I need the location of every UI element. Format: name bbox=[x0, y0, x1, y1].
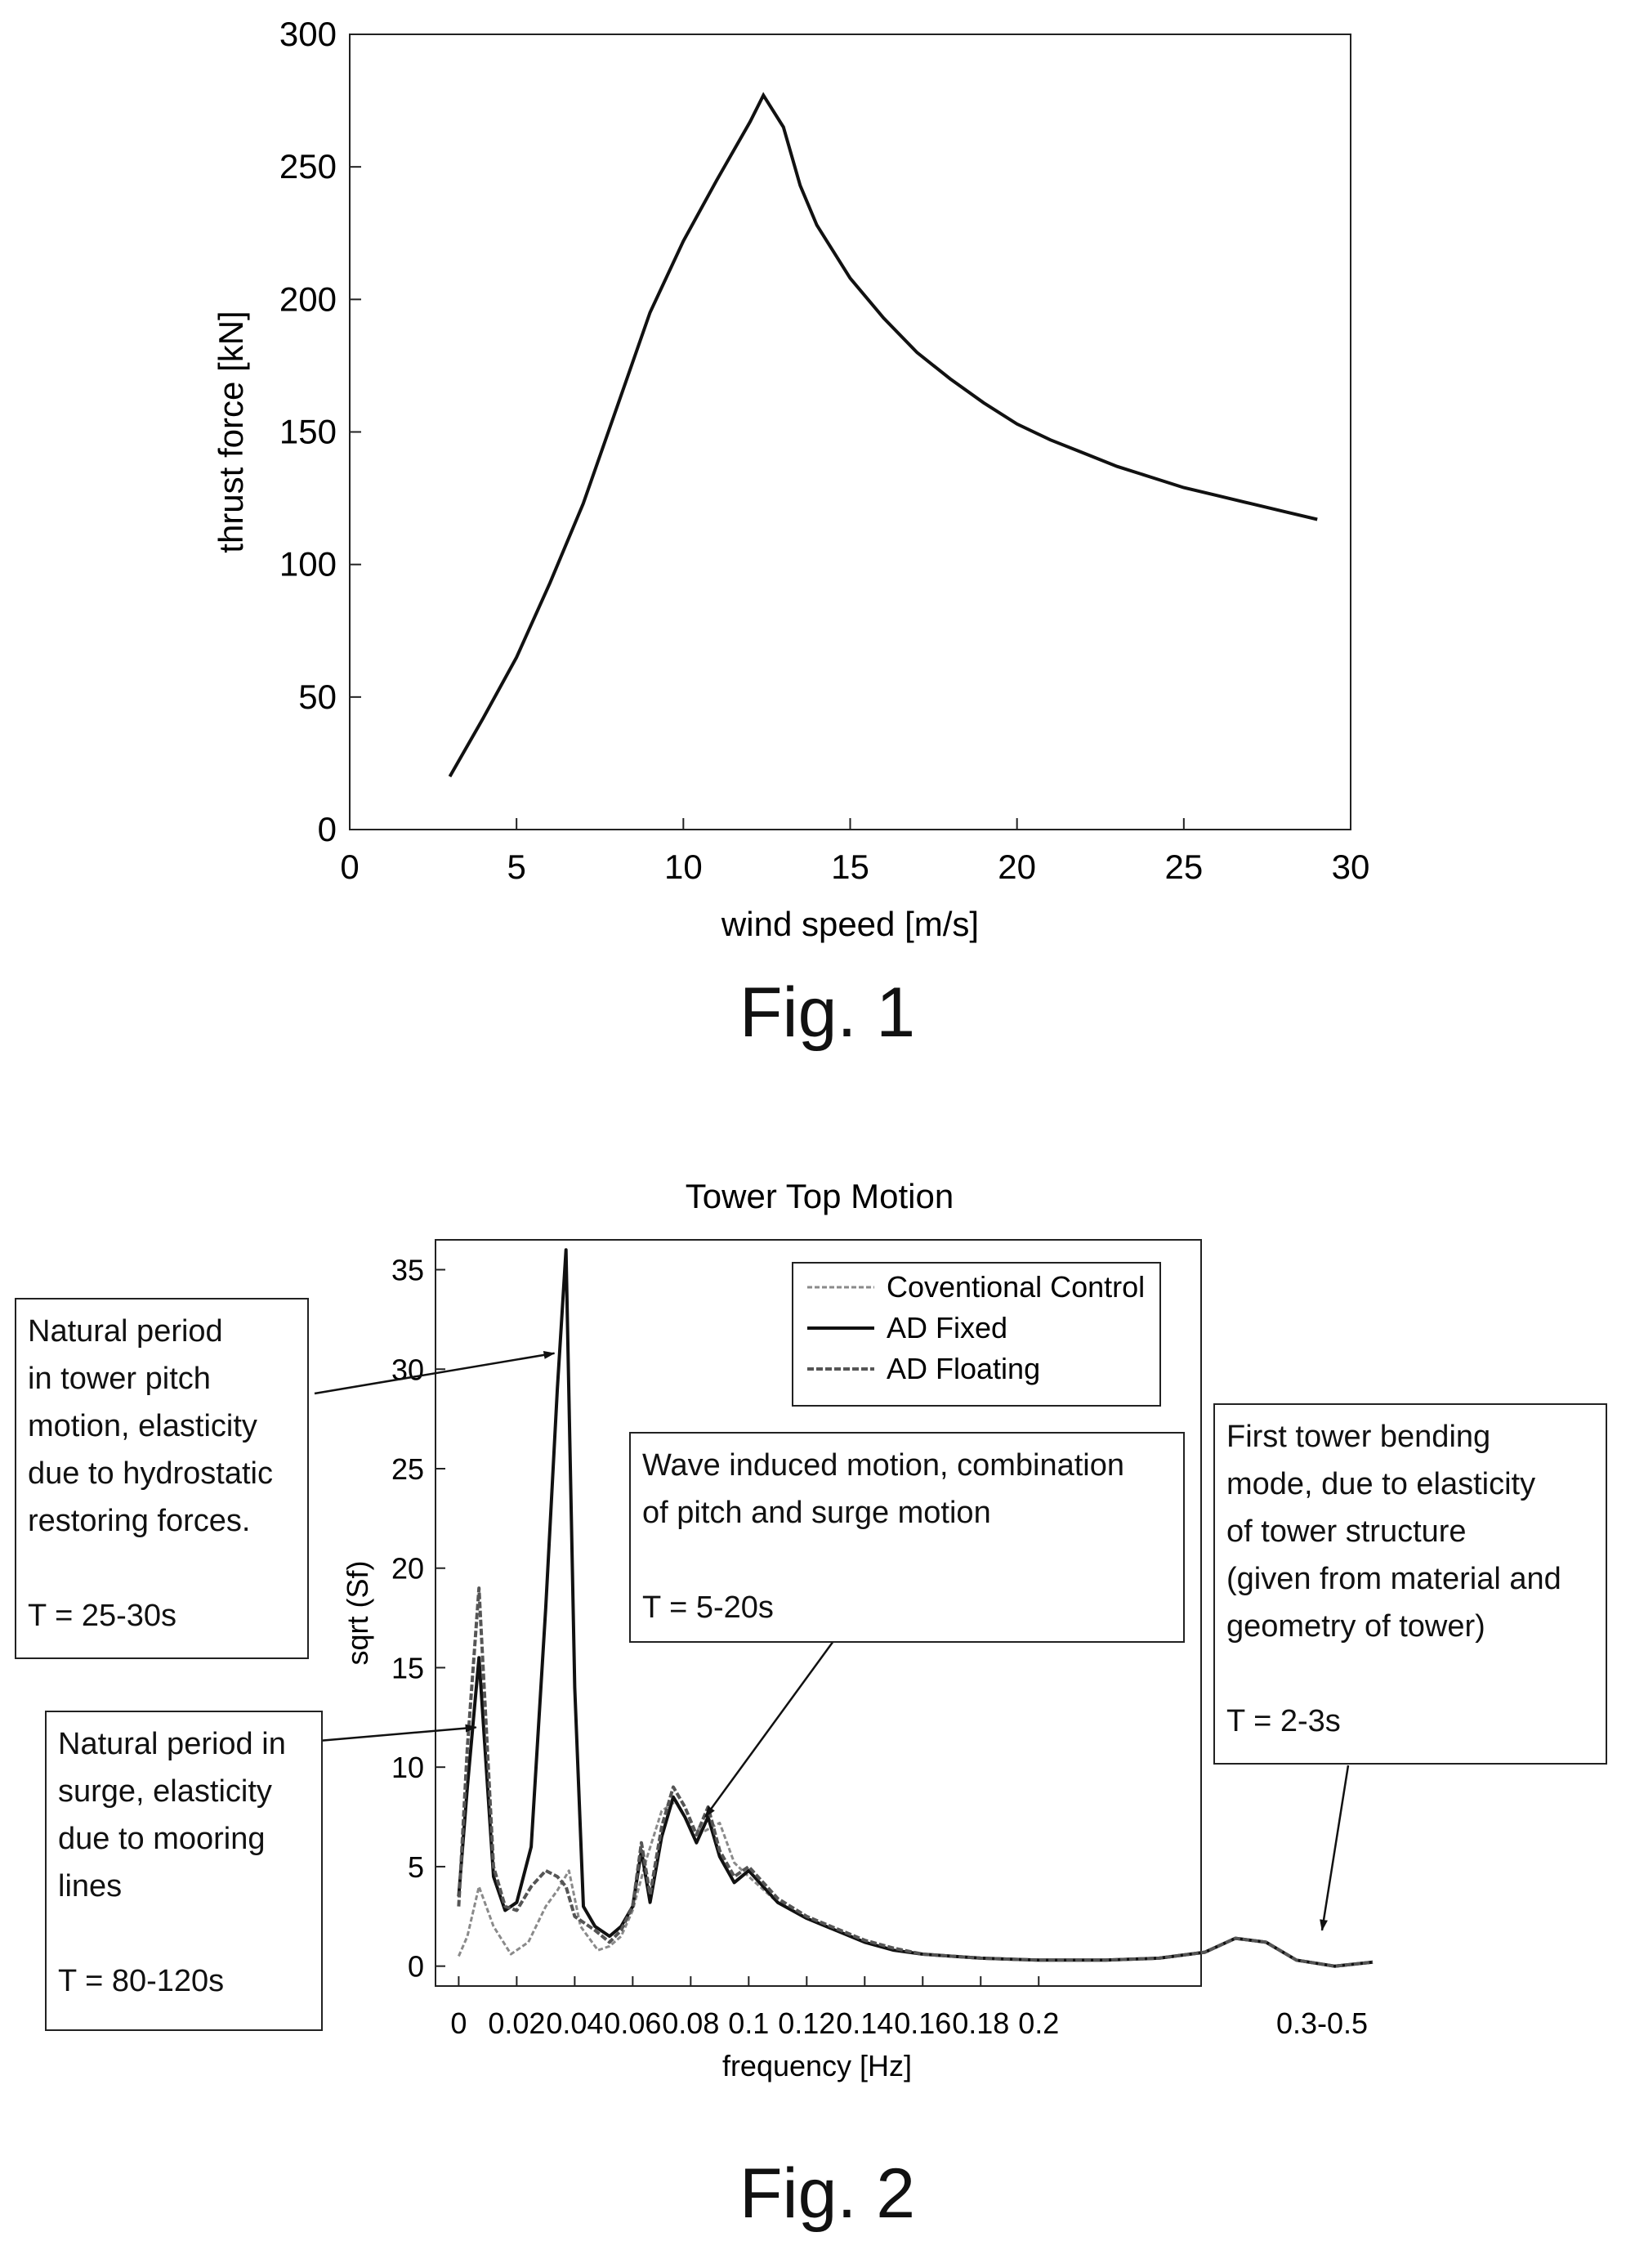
annotation-line: of tower structure bbox=[1226, 1514, 1467, 1549]
fig2-y-tick-label: 5 bbox=[408, 1850, 424, 1884]
fig2-x-axis: 0 0.02 0.04 0.06 0.08 0.1 0.12 0.14 0.16 0.18 0.2 0… bbox=[450, 1976, 1368, 2040]
fig2-plot-frame bbox=[435, 1239, 1202, 1987]
annotation-line: geometry of tower) bbox=[1226, 1609, 1485, 1644]
fig2-y-tick-label: 25 bbox=[391, 1452, 424, 1486]
annotation-line: motion, elasticity bbox=[28, 1409, 257, 1443]
annotation-line: T = 5-20s bbox=[642, 1590, 774, 1625]
annotation-spacer bbox=[642, 1537, 1172, 1584]
annotation-line: restoring forces. bbox=[28, 1504, 251, 1538]
annotation-line: surge, elasticity bbox=[58, 1774, 272, 1809]
fig1-y-tick-label: 250 bbox=[279, 147, 337, 186]
fig1-y-tick-label: 100 bbox=[279, 545, 337, 584]
fig1-x-axis-label: wind speed [m/s] bbox=[721, 905, 979, 943]
fig2-annotation-arrow bbox=[704, 1640, 835, 1818]
annotation-line: Wave induced motion, combination bbox=[642, 1448, 1125, 1483]
fig2-y-axis: 0 5 10 15 20 25 30 35 bbox=[391, 1254, 445, 1984]
fig2-annotation-arrow bbox=[314, 1350, 556, 1395]
annotation-spacer bbox=[58, 1910, 310, 1957]
annotation-spacer bbox=[1226, 1650, 1594, 1698]
fig2-legend-label: AD Floating bbox=[887, 1352, 1040, 1385]
annotation-line: Natural period bbox=[28, 1314, 223, 1349]
annotation-tower-pitch: Natural period in tower pitch motion, elas… bbox=[15, 1298, 309, 1659]
fig1-x-tick-label: 25 bbox=[1164, 848, 1203, 886]
fig2-x-tick-label: 0.16 bbox=[894, 2006, 951, 2040]
fig2-series-line bbox=[458, 1800, 1374, 1968]
fig2-caption: Fig. 2 bbox=[739, 2154, 916, 2233]
fig2-y-tick-label: 35 bbox=[391, 1254, 424, 1287]
fig1-y-tick-label: 200 bbox=[279, 280, 337, 318]
fig2-x-tick-label: 0.02 bbox=[488, 2006, 545, 2040]
fig2-chart-title: Tower Top Motion bbox=[686, 1177, 954, 1215]
annotation-wave-induced: Wave induced motion, combination of pitch… bbox=[629, 1432, 1185, 1643]
fig1-y-tick-label: 300 bbox=[279, 15, 337, 53]
annotation-line: lines bbox=[58, 1869, 123, 1903]
annotation-spacer bbox=[28, 1545, 296, 1592]
fig2-x-axis-label: frequency [Hz] bbox=[722, 2049, 912, 2082]
annotation-line: mode, due to elasticity bbox=[1226, 1467, 1536, 1501]
fig2-legend: Coventional Control AD Fixed AD Floating bbox=[792, 1262, 1161, 1407]
fig2-annotation-arrows bbox=[314, 1350, 1350, 1931]
fig2-x-tick-label: 0.14 bbox=[836, 2006, 893, 2040]
fig1-series-line bbox=[448, 92, 1318, 778]
fig2-x-tick-label: 0.2 bbox=[1018, 2006, 1059, 2040]
fig1-y-tick-label: 50 bbox=[298, 678, 337, 716]
fig2-annotation-arrow bbox=[1320, 1765, 1350, 1931]
fig2-y-tick-label: 30 bbox=[391, 1353, 424, 1386]
annotation-surge: Natural period in surge, elasticity due to… bbox=[45, 1711, 323, 2031]
annotation-line: T = 80-120s bbox=[58, 1964, 225, 1998]
fig2-x-tick-label: 0.08 bbox=[662, 2006, 719, 2040]
annotation-line: First tower bending bbox=[1226, 1420, 1491, 1454]
fig2-x-tick-label: 0.12 bbox=[778, 2006, 835, 2040]
annotation-tower-bending: First tower bending mode, due to elastici… bbox=[1213, 1403, 1607, 1765]
annotation-line: due to mooring bbox=[58, 1822, 266, 1856]
fig1-y-tick-label: 150 bbox=[279, 413, 337, 451]
fig1-x-tick-label: 0 bbox=[340, 848, 359, 886]
fig1-y-axis: 0 50 100 150 200 250 300 bbox=[279, 15, 361, 848]
fig1-x-tick-label: 20 bbox=[998, 848, 1036, 886]
fig1-x-tick-label: 10 bbox=[664, 848, 703, 886]
annotation-line: T = 2-3s bbox=[1226, 1704, 1341, 1738]
fig2-y-tick-label: 0 bbox=[408, 1950, 424, 1984]
annotation-line: T = 25-30s bbox=[28, 1599, 177, 1633]
fig2-y-axis-label: sqrt (Sf) bbox=[341, 1560, 374, 1665]
fig2-legend-label: AD Fixed bbox=[887, 1311, 1007, 1344]
fig2-y-tick-label: 10 bbox=[391, 1751, 424, 1784]
fig2-x-tick-label: 0.04 bbox=[546, 2006, 603, 2040]
fig1-x-tick-label: 5 bbox=[507, 848, 525, 886]
fig1-chart: 0 50 100 150 200 250 300 0 5 10 15 20 25 30 wind spe… bbox=[212, 15, 1369, 943]
fig2-x-tick-label: 0.06 bbox=[604, 2006, 661, 2040]
fig2-x-tick-label: 0.18 bbox=[952, 2006, 1009, 2040]
fig1-x-tick-label: 30 bbox=[1332, 848, 1370, 886]
annotation-line: due to hydrostatic bbox=[28, 1456, 273, 1491]
fig2-x-tick-label: 0.3-0.5 bbox=[1276, 2006, 1368, 2040]
fig2-legend-label: Coventional Control bbox=[887, 1270, 1145, 1304]
fig1-y-tick-label: 0 bbox=[318, 810, 337, 848]
annotation-line: of pitch and surge motion bbox=[642, 1496, 991, 1530]
fig1-x-tick-label: 15 bbox=[831, 848, 869, 886]
fig2-x-tick-label: 0.1 bbox=[728, 2006, 769, 2040]
fig1-caption: Fig. 1 bbox=[739, 973, 916, 1052]
annotation-line: (given from material and bbox=[1226, 1562, 1561, 1596]
fig1-plot-frame bbox=[349, 34, 1351, 830]
annotation-line: in tower pitch bbox=[28, 1362, 211, 1396]
fig1-y-axis-label: thrust force [kN] bbox=[212, 311, 250, 552]
fig2-y-tick-label: 15 bbox=[391, 1651, 424, 1684]
fig2-x-tick-label: 0 bbox=[450, 2006, 467, 2040]
annotation-line: Natural period in bbox=[58, 1727, 286, 1761]
fig2-annotation-arrow bbox=[318, 1724, 477, 1742]
fig2-y-tick-label: 20 bbox=[391, 1552, 424, 1586]
fig1-x-axis: 0 5 10 15 20 25 30 bbox=[340, 818, 1369, 886]
